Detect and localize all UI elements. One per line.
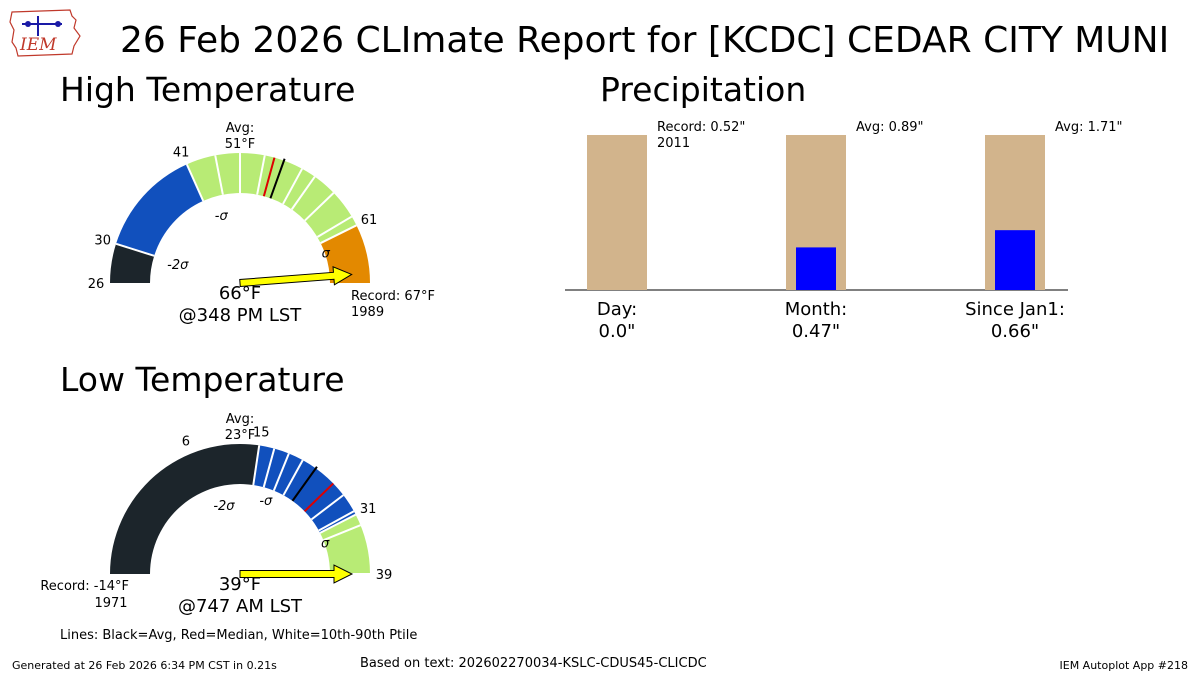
high-sigma-label: σ bbox=[322, 247, 331, 262]
low-percentile-line bbox=[310, 494, 344, 521]
high-tick-label: 61 bbox=[361, 213, 378, 228]
precip-observed-label: 0.0" bbox=[599, 321, 636, 342]
high-avg-label: Avg: bbox=[226, 121, 254, 136]
low-tick-label: 39 bbox=[376, 568, 393, 583]
high-record-label: Record: 67°F bbox=[351, 289, 435, 304]
high-observed-value: 66°F bbox=[219, 283, 261, 304]
low-record-label: Record: -14°F bbox=[40, 579, 129, 594]
low-sigma-boundary bbox=[252, 445, 261, 486]
high-record-year: 1989 bbox=[351, 305, 384, 320]
precip-category-label: Since Jan1: bbox=[965, 299, 1065, 320]
precip-observed-bar bbox=[796, 247, 836, 290]
low-avg-label: Avg: bbox=[226, 412, 254, 427]
high-observed-arrow bbox=[239, 266, 353, 288]
high-sigma-label: -2σ bbox=[167, 258, 189, 273]
high-avg-line bbox=[269, 158, 286, 199]
low-percentile-line bbox=[318, 510, 355, 532]
low-percentile-line bbox=[272, 453, 290, 491]
low-sigma-label: -2σ bbox=[213, 499, 235, 514]
low-percentile-line bbox=[262, 448, 276, 488]
precip-reference-bar bbox=[587, 135, 647, 290]
low-tick-label: 31 bbox=[360, 502, 377, 517]
high-percentile-line bbox=[304, 192, 335, 222]
source-text-note: Based on text: 202602270034-KSLC-CDUS45-… bbox=[360, 656, 707, 671]
high-sigma-label: -σ bbox=[215, 209, 229, 224]
low-observed-value: 39°F bbox=[219, 574, 261, 595]
precip-reference-sublabel: 2011 bbox=[657, 136, 690, 151]
high-percentile-line bbox=[282, 168, 303, 205]
low-observed-arrow bbox=[239, 564, 354, 584]
low-band-below-2sigma bbox=[110, 444, 260, 574]
high-percentile-line bbox=[316, 215, 353, 238]
low-temp-title: Low Temperature bbox=[60, 360, 345, 399]
logo-text: IEM bbox=[19, 35, 57, 55]
high-observed-time: @348 PM LST bbox=[179, 305, 303, 326]
low-tick-label: 6 bbox=[182, 435, 190, 450]
high-tick-label: 30 bbox=[94, 234, 111, 249]
high-sigma-boundary bbox=[115, 242, 155, 257]
precip-observed-bar bbox=[995, 230, 1035, 290]
low-band-normal bbox=[320, 514, 370, 574]
low-median-line bbox=[303, 482, 334, 513]
high-percentile-line bbox=[290, 176, 316, 210]
low-observed-time: @747 AM LST bbox=[178, 596, 303, 617]
precip-reference-label: Avg: 0.89" bbox=[856, 120, 924, 135]
low-sigma-label: σ bbox=[321, 536, 330, 551]
low-sigma-boundary bbox=[319, 513, 357, 534]
high-tick-label: 41 bbox=[173, 146, 190, 161]
high-sigma-boundary bbox=[320, 224, 357, 244]
low-tick-label: 15 bbox=[253, 426, 270, 441]
iem-logo: IEM bbox=[8, 6, 84, 60]
page-title: 26 Feb 2026 CLImate Report for [KCDC] CE… bbox=[120, 20, 1170, 61]
high-band-minus-sigma bbox=[116, 164, 204, 256]
low-avg-line bbox=[291, 466, 318, 502]
precip-reference-label: Record: 0.52" bbox=[657, 120, 745, 135]
high-percentile-line bbox=[214, 155, 224, 195]
high-median-line bbox=[262, 157, 276, 197]
high-band-below-2sigma bbox=[110, 243, 155, 283]
app-note: IEM Autoplot App #218 bbox=[1059, 659, 1189, 672]
low-sigma-label: -σ bbox=[259, 494, 273, 509]
precip-category-label: Day: bbox=[597, 299, 637, 320]
precip-category-label: Month: bbox=[785, 299, 847, 320]
precip-observed-label: 0.66" bbox=[991, 321, 1039, 342]
high-tick-label: 26 bbox=[88, 277, 105, 292]
low-avg-value: 23°F bbox=[225, 428, 256, 443]
high-percentile-line bbox=[256, 155, 266, 195]
high-sigma-boundary bbox=[185, 163, 205, 202]
precip-observed-label: 0.47" bbox=[792, 321, 840, 342]
low-record-year: 1971 bbox=[94, 596, 127, 611]
high-temp-title: High Temperature bbox=[60, 70, 356, 109]
low-percentile-line bbox=[282, 459, 304, 496]
precip-title: Precipitation bbox=[600, 70, 807, 109]
generated-note: Generated at 26 Feb 2026 6:34 PM CST in … bbox=[12, 659, 277, 672]
high-avg-value: 51°F bbox=[225, 137, 256, 152]
low-percentile-line bbox=[323, 524, 361, 542]
lines-legend-note: Lines: Black=Avg, Red=Median, White=10th… bbox=[60, 628, 418, 643]
high-band-normal bbox=[186, 153, 357, 244]
low-band-minus-sigma bbox=[253, 445, 356, 533]
precip-reference-label: Avg: 1.71" bbox=[1055, 120, 1123, 135]
